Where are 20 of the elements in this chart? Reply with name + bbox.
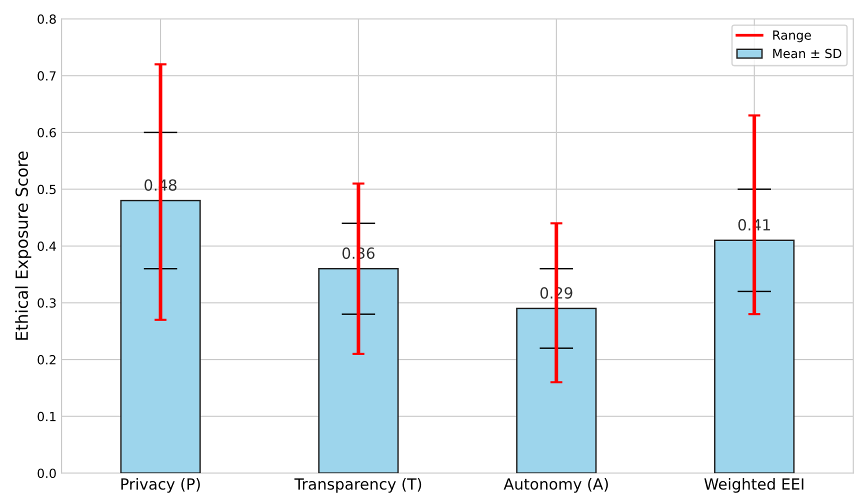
y-tick-label: 0.5 [38,184,56,194]
bar [318,268,399,474]
bar [120,200,201,474]
y-tick-label: 0.0 [38,468,56,478]
y-tick-label: 0.4 [38,241,56,251]
x-tick-label: Privacy (P) [121,478,200,493]
x-tick-label: Weighted EEI [704,478,804,493]
y-tick-label: 0.2 [38,355,56,364]
y-tick-label: 0.1 [38,412,56,422]
legend-label: Mean ± SD [773,48,842,58]
y-tick-label: 0.8 [38,14,56,24]
legend-label: Range [773,30,811,42]
y-tick-label: 0.6 [38,128,56,138]
bar [714,240,795,474]
y-tick-label: 0.3 [38,298,56,308]
bar [516,308,597,474]
y-axis-title: Ethical Exposure Score [15,152,32,340]
x-tick-label: Autonomy (A) [504,478,608,493]
y-tick-label: 0.7 [38,71,56,81]
x-tick-label: Transparency (T) [294,478,422,493]
